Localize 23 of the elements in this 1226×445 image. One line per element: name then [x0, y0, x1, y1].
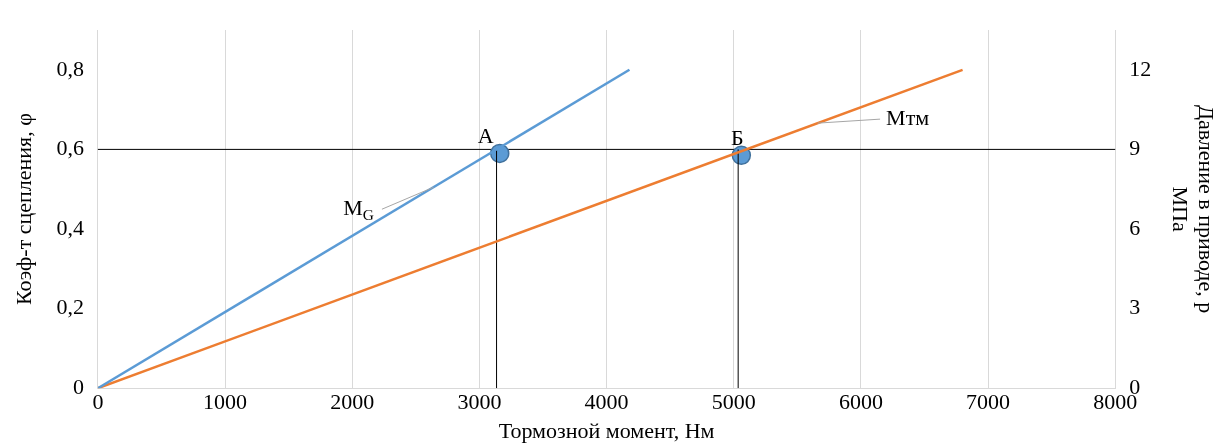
x-tick-label: 0 [92, 389, 104, 415]
x-tick-label: 6000 [838, 389, 883, 415]
annotation: Мтм [886, 104, 930, 130]
y2-tick-label: 6 [1129, 214, 1141, 240]
annotation: А [477, 123, 494, 149]
y2-axis-title: Давление в приводе, p МПа [1167, 104, 1220, 314]
y-tick-label: 0,6 [56, 135, 84, 161]
y-axis-title: Коэф-т сцепления, φ [10, 113, 36, 306]
x-tick-label: 2000 [330, 389, 375, 415]
x-axis-title: Тормозной момент, Нм [498, 417, 715, 443]
annotation: Б [731, 125, 744, 151]
y2-tick-label: 12 [1129, 55, 1152, 81]
x-tick-label: 3000 [457, 389, 502, 415]
x-tick-label: 5000 [711, 389, 756, 415]
x-tick-label: 4000 [584, 389, 629, 415]
x-tick-label: 1000 [203, 389, 248, 415]
y-tick-label: 0,4 [56, 214, 84, 240]
y-tick-label: 0 [72, 373, 84, 399]
y-tick-label: 0,2 [56, 294, 84, 320]
y2-tick-label: 9 [1129, 135, 1141, 161]
x-tick-label: 7000 [966, 389, 1011, 415]
y2-tick-label: 3 [1129, 294, 1141, 320]
y-tick-label: 0,8 [56, 55, 84, 81]
